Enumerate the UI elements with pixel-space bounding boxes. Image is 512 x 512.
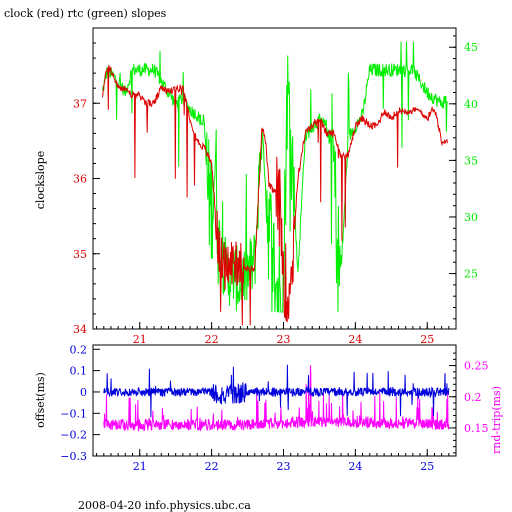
top-x-tick-label: 23: [276, 333, 290, 346]
top-y-tick-label: 36: [73, 173, 87, 186]
bottom-y-tick-label: −0.2: [60, 429, 87, 442]
top-x-tick-label: 22: [205, 333, 219, 346]
bottom-y-tick-label: 0.1: [70, 365, 88, 378]
bottom-x-tick-label: 22: [205, 460, 219, 473]
bottom-y-tick-label: −0.1: [60, 407, 87, 420]
top-x-tick-label: 25: [420, 333, 434, 346]
top-y-tick-label: 35: [73, 248, 87, 261]
top-y-tick-label: 37: [73, 97, 87, 110]
top-y2-tick-label: 40: [464, 98, 478, 111]
top-y-axis-label: clockslope: [34, 151, 47, 209]
bottom-x-tick-label: 21: [133, 460, 147, 473]
bottom-y-tick-label: 0.2: [70, 343, 88, 356]
bottom-y-tick-label: −0.3: [60, 450, 87, 463]
bottom-series-group: [103, 364, 450, 433]
roundtrip-series-line: [103, 365, 450, 433]
offset-series-line: [103, 364, 450, 418]
bottom-y2-tick-label: 0.2: [464, 391, 482, 404]
bottom-panel: 21 22 23 24 25 −0.3 −0.2 −0.1 0 0.1 0.2 0.15 0.2 0.25…: [34, 343, 503, 473]
bottom-y-tick-label: 0: [80, 386, 87, 399]
bottom-x-tick-label: 23: [276, 460, 290, 473]
bottom-x-tick-label: 24: [348, 460, 362, 473]
top-panel: 21 22 23 24 25 34 35 36 37 25 30 35 40 45 clockslope: [34, 27, 478, 346]
bottom-y2-tick-label: 0.15: [464, 422, 489, 435]
chart-title: clock (red) rtc (green) slopes: [4, 7, 167, 20]
footer-credit: 2008-04-20 info.physics.ubc.ca: [78, 499, 251, 512]
bottom-x-tick-label: 25: [420, 460, 434, 473]
top-y2-tick-label: 35: [464, 154, 478, 167]
bottom-y2-axis-label: rnd-trip(ms): [490, 386, 503, 454]
bottom-y-axis-label: offset(ms): [34, 372, 47, 428]
top-y-tick-label: 34: [73, 323, 87, 336]
bottom-axes: 21 22 23 24 25 −0.3 −0.2 −0.1 0 0.1 0.2 0.15 0.2 0.25: [60, 343, 488, 473]
top-x-tick-label: 21: [133, 333, 147, 346]
top-axes: 21 22 23 24 25 34 35 36 37 25 30 35 40 45: [73, 35, 478, 346]
top-x-tick-label: 24: [348, 333, 362, 346]
bottom-y2-tick-label: 0.25: [464, 360, 489, 373]
clock-series-line: [101, 64, 448, 326]
bottom-panel-frame: [92, 344, 457, 457]
rtc-series-line: [101, 41, 448, 313]
top-y2-tick-label: 25: [464, 268, 478, 281]
top-y2-tick-label: 45: [464, 41, 478, 54]
top-series-group: [101, 41, 448, 326]
top-y2-tick-label: 30: [464, 211, 478, 224]
